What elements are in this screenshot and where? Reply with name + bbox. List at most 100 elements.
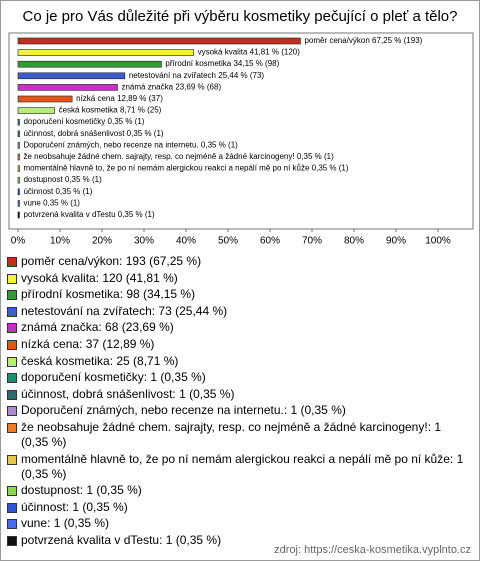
chart-title: Co je pro Vás důležité při výběru kosmet… xyxy=(22,8,457,25)
bar-category: doporučení kosmetičky xyxy=(23,117,105,126)
bar-category: nízká cena xyxy=(76,94,115,103)
legend-swatch xyxy=(7,323,17,334)
bar-category: vysoká kvalita xyxy=(198,48,248,57)
legend-swatch xyxy=(7,290,17,301)
legend-label: nízká cena: 37 (12,89 %) xyxy=(21,336,155,351)
x-tick-label: 60% xyxy=(260,236,280,247)
legend-item: dostupnost: 1 (0,35 %) xyxy=(7,483,469,498)
legend-swatch xyxy=(7,306,17,317)
bar-label: účinnost 0,35 % (1) xyxy=(23,187,92,196)
x-tick-label: 100% xyxy=(425,236,451,247)
value-label: 67,25 % (193) xyxy=(372,36,423,45)
bar-category: netestování na zvířatech xyxy=(129,71,216,80)
bar-category: potvrzená kvalita v dTestu xyxy=(23,210,115,219)
bar xyxy=(17,165,20,172)
legend-label: doporučení kosmetičky: 1 (0,35 %) xyxy=(21,370,206,385)
legend-item: účinnost, dobrá snášenlivost: 1 (0,35 %) xyxy=(7,387,469,402)
bar-category: že neobsahuje žádné chem. sajrajty, resp… xyxy=(23,152,294,161)
bar xyxy=(17,49,194,56)
bar-label: vysoká kvalita 41,81 % (120) xyxy=(198,48,301,57)
value-label: 0,35 % (1) xyxy=(297,152,334,161)
value-label: 8,71 % (25) xyxy=(120,106,162,115)
legend-item: účinnost: 1 (0,35 %) xyxy=(7,500,469,515)
bar-label: poměr cena/výkon 67,25 % (193) xyxy=(304,36,422,45)
bar-category: poměr cena/výkon xyxy=(304,36,369,45)
value-label: 0,35 % (1) xyxy=(43,199,80,208)
value-label: 25,44 % (73) xyxy=(218,71,264,80)
chart: Co je pro Vás důležité při výběru kosmet… xyxy=(8,8,474,247)
bar-category: momentálně hlavně to, že po ní nemám ale… xyxy=(23,164,309,173)
bar-category: česká kosmetika xyxy=(59,106,119,115)
legend-swatch xyxy=(7,486,17,497)
bar xyxy=(17,188,20,196)
legend-label: Doporučení známých, nebo recenze na inte… xyxy=(21,403,346,418)
value-label: 41,81 % (120) xyxy=(250,48,301,57)
value-label: 0,35 % (1) xyxy=(108,117,145,126)
legend-item: Doporučení známých, nebo recenze na inte… xyxy=(7,403,469,418)
legend-item: přírodní kosmetika: 98 (34,15 %) xyxy=(7,287,469,302)
legend-swatch xyxy=(7,373,17,384)
bar-label: přírodní kosmetika 34,15 % (98) xyxy=(165,59,279,68)
legend-label: dostupnost: 1 (0,35 %) xyxy=(21,483,142,498)
legend-swatch xyxy=(7,257,17,267)
legend-label: vysoká kvalita: 120 (41,81 %) xyxy=(21,270,178,285)
value-label: 0,35 % (1) xyxy=(312,164,349,173)
bar-label: Doporučení známých, nebo recenze na inte… xyxy=(23,141,238,150)
legend-label: česká kosmetika: 25 (8,71 %) xyxy=(21,353,179,368)
value-label: 0,35 % (1) xyxy=(118,210,155,219)
bar xyxy=(17,118,20,126)
bar xyxy=(17,200,20,207)
bar xyxy=(17,84,118,91)
bar xyxy=(17,176,20,184)
bar-category: přírodní kosmetika xyxy=(165,59,231,68)
bar-label: vune 0,35 % (1) xyxy=(23,199,80,208)
value-label: 0,35 % (1) xyxy=(56,187,93,196)
bar xyxy=(17,95,73,103)
legend-label: známá značka: 68 (23,69 %) xyxy=(21,320,174,335)
bar xyxy=(17,211,20,219)
legend-swatch xyxy=(7,454,17,465)
value-label: 23,69 % (68) xyxy=(175,83,221,92)
legend-label: potvrzená kvalita v dTestu: 1 (0,35 %) xyxy=(21,532,222,547)
bar-category: účinnost, dobrá snášenlivost xyxy=(23,129,125,138)
bar-category: vune xyxy=(23,199,41,208)
legend-label: momentálně hlavně to, že po ní nemám ale… xyxy=(21,451,464,481)
bar xyxy=(17,142,20,149)
x-tick-label: 90% xyxy=(386,236,406,247)
x-tick-label: 0% xyxy=(11,236,26,247)
legend-swatch xyxy=(7,422,17,433)
legend-item: že neobsahuje žádné chem. sajrajty, resp… xyxy=(7,420,469,450)
legend-label: vune: 1 (0,35 %) xyxy=(21,516,110,531)
x-tick-label: 80% xyxy=(344,236,364,247)
value-label: 34,15 % (98) xyxy=(233,59,279,68)
x-tick-label: 30% xyxy=(134,236,154,247)
x-tick-label: 10% xyxy=(50,236,70,247)
legend: poměr cena/výkon: 193 (67,25 %) vysoká kv… xyxy=(7,254,469,550)
bar-label: potvrzená kvalita v dTestu 0,35 % (1) xyxy=(23,210,155,219)
value-label: 0,35 % (1) xyxy=(127,129,164,138)
legend-swatch xyxy=(7,389,17,400)
legend-label: účinnost, dobrá snášenlivost: 1 (0,35 %) xyxy=(21,386,235,401)
legend-item: vune: 1 (0,35 %) xyxy=(7,516,469,531)
bar-label: nízká cena 12,89 % (37) xyxy=(76,94,163,103)
bar-category: známá značka xyxy=(121,83,173,92)
bar-label: že neobsahuje žádné chem. sajrajty, resp… xyxy=(23,152,334,161)
bar-label: doporučení kosmetičky 0,35 % (1) xyxy=(23,117,144,126)
legend-item: vysoká kvalita: 120 (41,81 %) xyxy=(7,271,469,286)
value-label: 0,35 % (1) xyxy=(201,141,238,150)
legend-swatch xyxy=(7,339,17,350)
legend-swatch xyxy=(7,519,17,530)
bar-label: česká kosmetika 8,71 % (25) xyxy=(59,106,162,115)
legend-item: momentálně hlavně to, že po ní nemám ale… xyxy=(7,452,469,482)
source: zdroj: https://ceska-kosmetika.vyplnto.c… xyxy=(274,544,471,556)
legend-item: česká kosmetika: 25 (8,71 %) xyxy=(7,354,469,369)
legend-item: doporučení kosmetičky: 1 (0,35 %) xyxy=(7,370,469,385)
x-tick-label: 20% xyxy=(92,236,112,247)
legend-swatch xyxy=(7,535,17,546)
plot-frame xyxy=(8,32,474,230)
x-tick-label: 50% xyxy=(218,236,238,247)
bar xyxy=(17,107,55,114)
legend-swatch xyxy=(7,356,17,367)
value-label: 12,89 % (37) xyxy=(117,94,163,103)
